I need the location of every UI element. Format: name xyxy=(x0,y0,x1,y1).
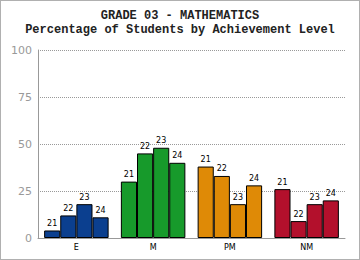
svg-text:23: 23 xyxy=(79,193,89,202)
svg-text:24: 24 xyxy=(95,206,105,215)
svg-text:21: 21 xyxy=(47,219,57,228)
svg-text:22: 22 xyxy=(293,210,303,219)
svg-text:E: E xyxy=(74,243,79,252)
svg-text:24: 24 xyxy=(326,189,336,198)
svg-text:PM: PM xyxy=(224,243,236,252)
svg-text:25: 25 xyxy=(18,185,32,198)
svg-text:22: 22 xyxy=(63,204,73,213)
svg-text:NM: NM xyxy=(300,243,313,252)
svg-text:100: 100 xyxy=(11,44,32,57)
svg-text:21: 21 xyxy=(124,170,134,179)
svg-text:22: 22 xyxy=(217,164,227,173)
svg-text:75: 75 xyxy=(18,91,32,104)
svg-text:24: 24 xyxy=(172,151,182,160)
svg-text:23: 23 xyxy=(156,136,166,145)
svg-text:21: 21 xyxy=(277,178,287,187)
svg-text:21: 21 xyxy=(201,155,211,164)
svg-text:24: 24 xyxy=(249,174,259,183)
svg-text:Percentage of Students by Achi: Percentage of Students by Achievement Le… xyxy=(25,23,335,37)
svg-text:23: 23 xyxy=(310,193,320,202)
svg-text:M: M xyxy=(150,243,157,252)
svg-text:0: 0 xyxy=(25,232,32,245)
svg-text:50: 50 xyxy=(18,138,32,151)
svg-text:23: 23 xyxy=(233,193,243,202)
svg-text:GRADE 03 - MATHEMATICS: GRADE 03 - MATHEMATICS xyxy=(101,9,259,23)
svg-text:22: 22 xyxy=(140,142,150,151)
